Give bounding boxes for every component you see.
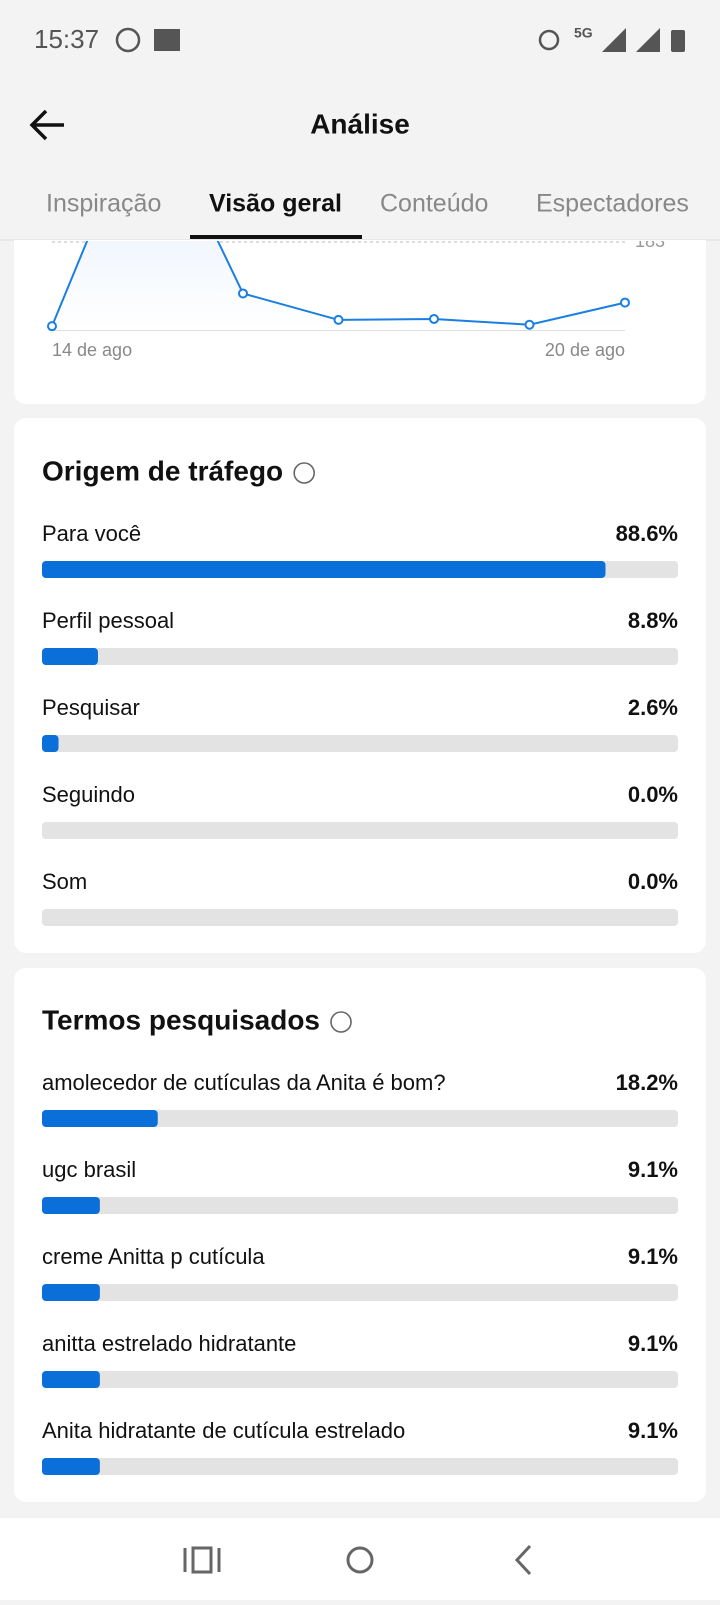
row-label: Anita hidratante de cutícula estrelado [42,1418,405,1443]
tab[interactable]: Visão geral [209,190,342,218]
row-label: ugc brasil [42,1157,136,1182]
bar-track [42,1371,678,1388]
bar-track [42,822,678,839]
area [52,241,625,330]
point [144,90,152,98]
x-tick-label: 20 de ago [545,340,625,360]
bar [42,1284,100,1301]
row-label: Para você [42,521,141,546]
row-label: Pesquisar [42,695,140,720]
row-value: 9.1% [628,1157,678,1182]
row-label: amolecedor de cutículas da Anita é bom? [42,1070,446,1095]
back-nav-button[interactable] [514,1544,532,1576]
row-value: 9.1% [628,1244,678,1269]
bar-track [42,648,678,665]
home-button[interactable] [346,1546,374,1574]
row-label: creme Anitta p cutícula [42,1244,265,1269]
bar [42,648,98,665]
bar [42,1371,100,1388]
header-title: Análise [310,108,410,139]
bar-track [42,1284,678,1301]
info-icon[interactable] [293,462,315,484]
row-value: 0.0% [628,782,678,807]
point [620,297,630,308]
traffic-card [14,418,706,953]
section-title: Origem de tráfego [42,455,283,486]
signal-icon [602,28,660,52]
bar-track [42,735,678,752]
row-value: 8.8% [628,608,678,633]
row-label: Seguindo [42,782,135,807]
section-title: Termos pesquisados [42,1004,320,1035]
x-tick-label: 14 de ago [52,340,132,360]
row-value: 0.0% [628,869,678,894]
row-value: 9.1% [628,1331,678,1356]
nav-bar [0,1518,720,1600]
alarm-icon [538,29,560,51]
time: 15:37 [34,24,99,54]
point [524,319,535,330]
point [47,321,57,332]
point [238,288,248,299]
search-card [14,968,706,1502]
row-label: Som [42,869,87,894]
recent-apps-button[interactable] [183,1546,221,1574]
row-label: Perfil pessoal [42,608,174,633]
app-icon [154,29,180,51]
whatsapp-icon [115,27,141,53]
bar [42,1197,100,1214]
row-value: 2.6% [628,695,678,720]
y-tick-label: 183 [635,231,665,251]
battery-icon [671,30,685,52]
network: 5G [574,25,593,41]
info-icon[interactable] [330,1011,352,1033]
row-value: 18.2% [616,1070,678,1095]
bar [42,561,606,578]
row-value: 88.6% [616,521,678,546]
back-button[interactable] [29,109,64,141]
point [429,313,439,324]
row-value: 9.1% [628,1418,678,1443]
bar [42,1458,100,1475]
point [333,314,344,325]
bar-track [42,909,678,926]
tab[interactable]: Espectadores [536,190,689,218]
tab[interactable]: Inspiração [46,190,161,218]
bar-track [42,1197,678,1214]
tab[interactable]: Conteúdo [380,190,488,218]
tab-indicator [190,235,362,239]
bar [42,1110,158,1127]
bar-track [42,1458,678,1475]
row-label: anitta estrelado hidratante [42,1331,296,1356]
bar-track [42,1110,678,1127]
bar [42,735,59,752]
